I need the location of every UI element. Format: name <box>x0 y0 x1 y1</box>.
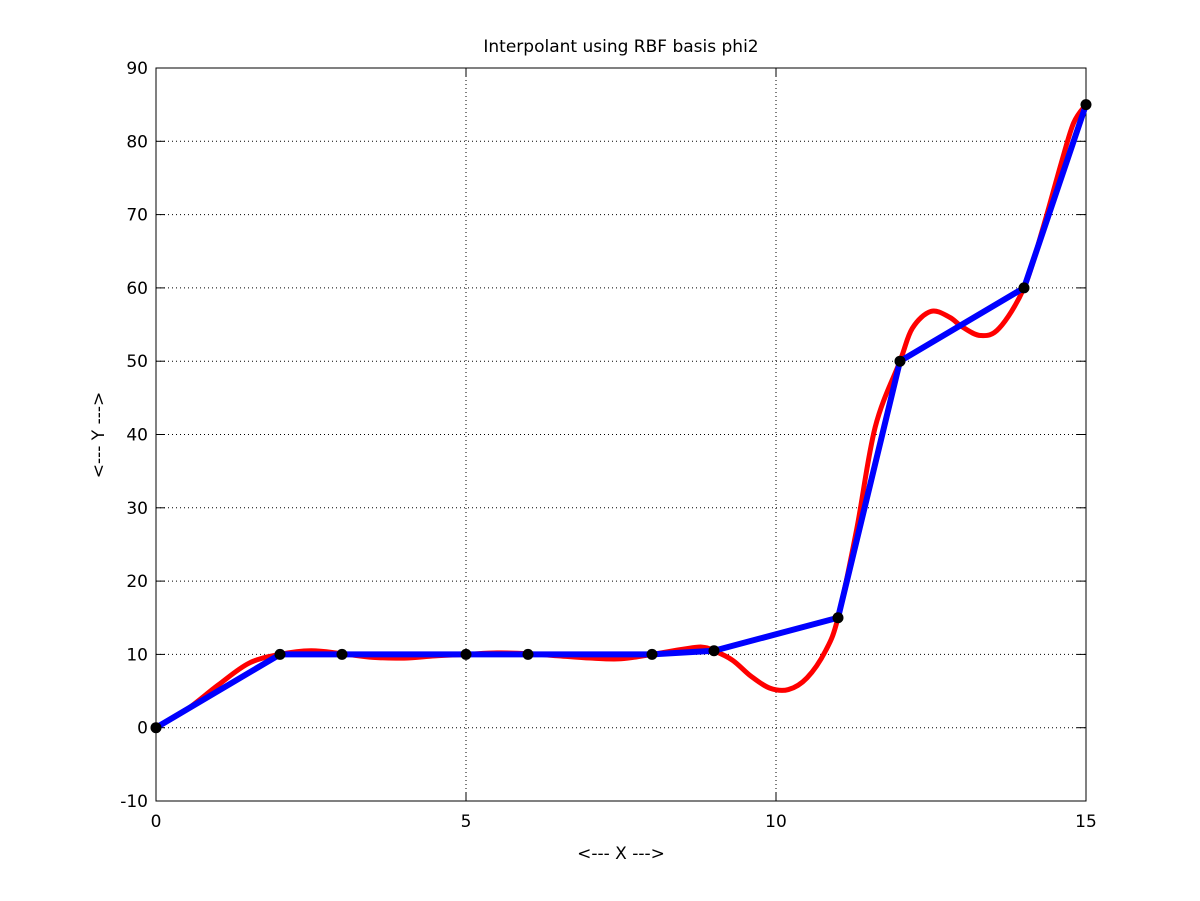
data-point <box>1018 282 1030 294</box>
x-tick-label: 0 <box>151 812 162 832</box>
y-tick-label: 70 <box>126 206 148 226</box>
y-tick-label: 90 <box>126 59 148 79</box>
data-point <box>460 648 472 660</box>
x-tick-label: 10 <box>765 812 787 832</box>
data-point <box>646 648 658 660</box>
series-linear-line <box>153 101 1089 731</box>
data-point <box>1080 99 1092 111</box>
y-tick-label: 50 <box>126 352 148 372</box>
y-tick-label: 60 <box>126 279 148 299</box>
y-tick-label: 20 <box>126 572 148 592</box>
y-tick-label: 40 <box>126 426 148 446</box>
chart-title: Interpolant using RBF basis phi2 <box>483 37 758 57</box>
y-tick-label: -10 <box>120 792 148 812</box>
grid <box>156 68 1086 801</box>
data-point <box>522 648 534 660</box>
data-point <box>150 722 162 734</box>
series-interpolant-line <box>153 102 1089 731</box>
data-point <box>832 612 844 624</box>
data-point <box>708 645 720 657</box>
y-tick-label: 30 <box>126 499 148 519</box>
y-axis-label: <--- Y ---> <box>89 392 109 479</box>
series-layer <box>153 101 1089 731</box>
data-point <box>894 355 906 367</box>
y-tick-label: 0 <box>137 719 148 739</box>
data-point <box>274 648 286 660</box>
data-point <box>336 648 348 660</box>
x-tick-label: 15 <box>1075 812 1097 832</box>
y-tick-label: 10 <box>126 645 148 665</box>
data-points <box>150 99 1092 734</box>
x-axis-label: <--- X ---> <box>577 844 665 864</box>
y-tick-label: 80 <box>126 132 148 152</box>
x-tick-label: 5 <box>461 812 472 832</box>
